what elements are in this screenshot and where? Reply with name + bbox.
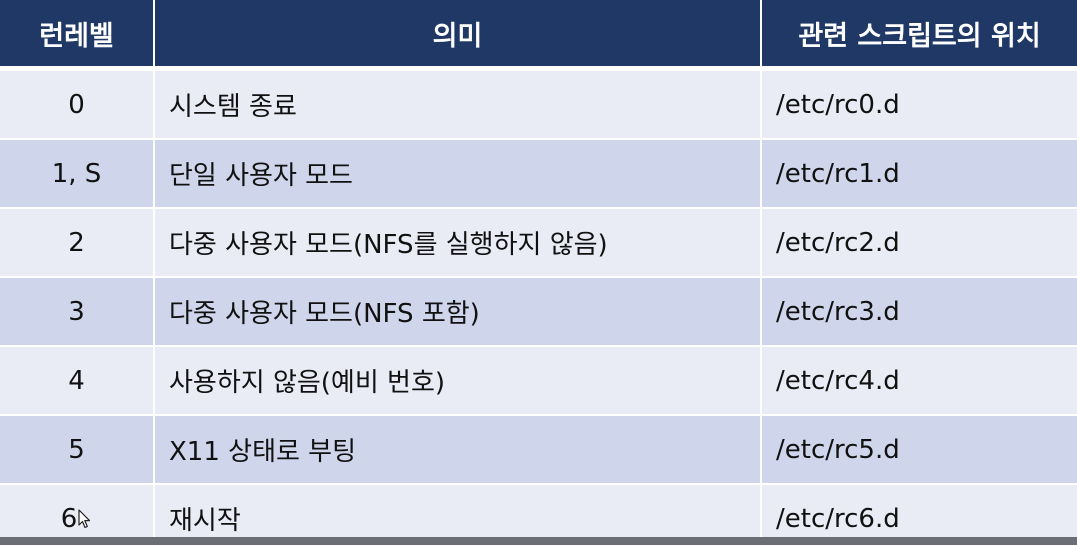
runlevel-cell: 6 bbox=[0, 485, 155, 545]
runlevel-value: 6 bbox=[60, 503, 78, 534]
header-row: 런레벨 의미 관련 스크립트의 위치 bbox=[0, 0, 1077, 71]
table-row: 1, S 단일 사용자 모드 /etc/rc1.d bbox=[0, 140, 1077, 209]
meaning-cell: 시스템 종료 bbox=[155, 71, 762, 140]
table-row: 6 재시작 /etc/rc6.d bbox=[0, 485, 1077, 545]
table-row: 4 사용하지 않음(예비 번호) /etc/rc4.d bbox=[0, 347, 1077, 416]
bottom-bar bbox=[0, 537, 1077, 545]
path-cell: /etc/rc4.d bbox=[762, 347, 1077, 416]
runlevel-cell: 2 bbox=[0, 209, 155, 278]
meaning-cell: 단일 사용자 모드 bbox=[155, 140, 762, 209]
table-row: 2 다중 사용자 모드(NFS를 실행하지 않음) /etc/rc2.d bbox=[0, 209, 1077, 278]
runlevel-cell: 3 bbox=[0, 278, 155, 347]
path-cell: /etc/rc2.d bbox=[762, 209, 1077, 278]
path-cell: /etc/rc3.d bbox=[762, 278, 1077, 347]
runlevel-cell: 5 bbox=[0, 416, 155, 485]
header-runlevel: 런레벨 bbox=[0, 0, 155, 71]
header-script-location: 관련 스크립트의 위치 bbox=[762, 0, 1077, 71]
runlevel-cell: 4 bbox=[0, 347, 155, 416]
meaning-cell: 다중 사용자 모드(NFS 포함) bbox=[155, 278, 762, 347]
mouse-pointer-icon bbox=[78, 509, 91, 529]
path-cell: /etc/rc5.d bbox=[762, 416, 1077, 485]
header-meaning: 의미 bbox=[155, 0, 762, 71]
path-cell: /etc/rc6.d bbox=[762, 485, 1077, 545]
table-row: 3 다중 사용자 모드(NFS 포함) /etc/rc3.d bbox=[0, 278, 1077, 347]
table-row: 5 X11 상태로 부팅 /etc/rc5.d bbox=[0, 416, 1077, 485]
meaning-cell: 사용하지 않음(예비 번호) bbox=[155, 347, 762, 416]
meaning-cell: 재시작 bbox=[155, 485, 762, 545]
meaning-cell: X11 상태로 부팅 bbox=[155, 416, 762, 485]
path-cell: /etc/rc1.d bbox=[762, 140, 1077, 209]
runlevel-cell: 1, S bbox=[0, 140, 155, 209]
meaning-cell: 다중 사용자 모드(NFS를 실행하지 않음) bbox=[155, 209, 762, 278]
path-cell: /etc/rc0.d bbox=[762, 71, 1077, 140]
runlevel-cell: 0 bbox=[0, 71, 155, 140]
table-row: 0 시스템 종료 /etc/rc0.d bbox=[0, 71, 1077, 140]
